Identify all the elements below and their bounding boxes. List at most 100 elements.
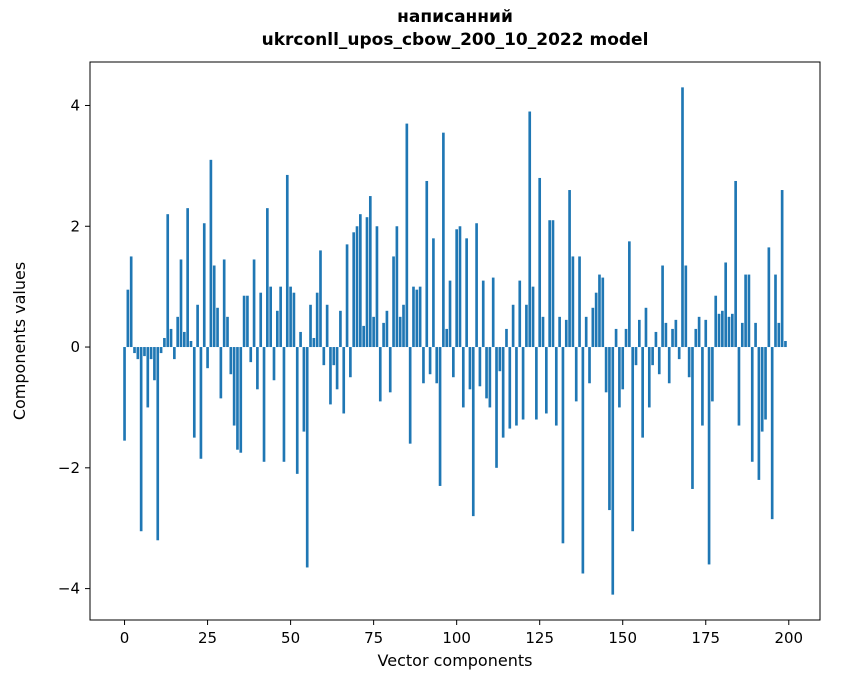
bar: [236, 347, 239, 450]
bar: [269, 286, 272, 348]
bar: [498, 347, 502, 372]
bar: [156, 347, 160, 541]
bar: [461, 347, 465, 408]
bar: [584, 316, 588, 348]
bar: [767, 247, 771, 348]
bar: [388, 347, 392, 393]
bar: [538, 177, 542, 348]
bar: [342, 347, 346, 414]
bar: [266, 208, 269, 348]
bar: [143, 347, 146, 357]
bar: [182, 331, 186, 348]
bar: [740, 322, 744, 348]
bar: [707, 347, 711, 565]
bar: [246, 295, 249, 348]
y-tick-label: 0: [70, 338, 80, 356]
bar: [299, 331, 302, 348]
bar: [594, 292, 598, 348]
bar: [435, 347, 439, 384]
bar: [335, 347, 339, 390]
bar: [777, 322, 781, 348]
bar: [186, 208, 189, 348]
y-tick-label: 2: [70, 217, 80, 235]
bar: [518, 280, 522, 348]
bar: [153, 347, 156, 381]
bar: [697, 316, 701, 348]
bar: [163, 337, 166, 348]
bar: [684, 265, 688, 348]
bar: [352, 232, 356, 348]
bar: [129, 256, 133, 348]
bar: [458, 226, 462, 348]
y-tick-label: 4: [70, 96, 80, 114]
y-tick-label: −2: [58, 459, 80, 477]
bar: [345, 244, 349, 348]
bar: [123, 347, 126, 441]
bar: [349, 347, 352, 378]
bar: [528, 111, 532, 348]
y-axis-ticks: −4 −2 0 2 4: [58, 96, 90, 598]
bar: [295, 347, 299, 474]
bar: [422, 347, 425, 384]
bar: [770, 347, 774, 520]
bar: [322, 347, 326, 366]
bar: [199, 347, 203, 459]
bar: [408, 347, 412, 444]
bar: [564, 319, 568, 348]
bar: [222, 259, 226, 348]
x-tick-label: 175: [691, 629, 720, 647]
chart-title-line2: ukrconll_upos_cbow_200_10_2022 model: [262, 30, 649, 50]
bar: [166, 214, 170, 348]
bar: [159, 347, 163, 354]
bar: [202, 223, 206, 348]
bar: [438, 347, 442, 486]
bar: [192, 347, 196, 438]
bar: [571, 256, 575, 348]
bar: [468, 347, 472, 390]
bar: [146, 347, 150, 408]
bar: [285, 174, 289, 348]
bar: [545, 347, 548, 414]
bar: [355, 226, 359, 348]
bar: [558, 316, 561, 348]
bar: [173, 347, 176, 360]
bar: [136, 347, 140, 360]
x-tick-label: 25: [198, 629, 217, 647]
bar: [578, 256, 581, 348]
bar: [206, 347, 209, 369]
bar: [704, 319, 708, 348]
bar: [604, 347, 608, 393]
bar: [465, 238, 468, 348]
bar: [279, 286, 282, 348]
bar: [282, 347, 286, 462]
bar: [259, 292, 263, 348]
bar: [744, 274, 747, 348]
bar: [139, 347, 143, 532]
bar: [179, 259, 183, 348]
bar: [651, 347, 654, 366]
bar: [721, 310, 724, 348]
bar: [262, 347, 266, 462]
bar: [392, 256, 395, 348]
x-tick-label: 100: [442, 629, 471, 647]
bar: [445, 328, 449, 348]
bar: [339, 310, 342, 348]
bar: [359, 214, 362, 348]
bar: [634, 347, 638, 366]
bar: [561, 347, 565, 544]
bar: [495, 347, 498, 468]
bar: [375, 226, 379, 348]
bar: [667, 347, 671, 384]
bar: [687, 347, 691, 378]
bar: [508, 347, 512, 429]
bar: [531, 286, 535, 348]
bar: [515, 347, 518, 426]
bar: [448, 280, 452, 348]
bar: [574, 347, 578, 402]
bar: [701, 347, 704, 426]
bar: [481, 280, 485, 348]
bar: [764, 347, 767, 420]
x-tick-label: 150: [608, 629, 637, 647]
bar: [505, 328, 508, 348]
